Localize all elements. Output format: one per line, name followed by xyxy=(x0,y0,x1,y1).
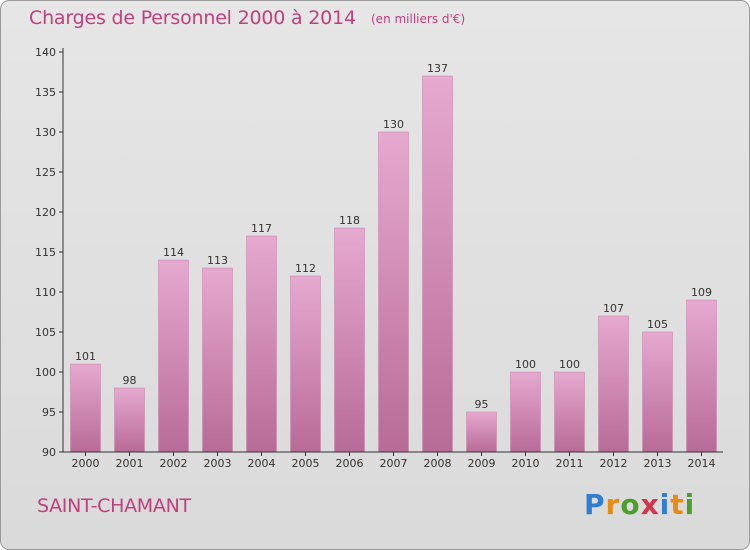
y-tick-label-135: 135 xyxy=(35,86,56,99)
y-tick-label-90: 90 xyxy=(42,446,56,459)
logo-letter: x xyxy=(640,488,660,521)
bar-2011 xyxy=(554,371,585,453)
y-tick-label-120: 120 xyxy=(35,206,56,219)
y-tick-label-100: 100 xyxy=(35,366,56,379)
y-tick-label-140: 140 xyxy=(35,46,56,59)
x-tick-label-2010: 2010 xyxy=(512,457,540,470)
value-label-2010: 100 xyxy=(515,358,536,371)
value-label-2003: 113 xyxy=(207,254,228,267)
value-label-2000: 101 xyxy=(75,350,96,363)
x-tick-label-2014: 2014 xyxy=(688,457,716,470)
y-tick-label-125: 125 xyxy=(35,166,56,179)
y-tick-label-105: 105 xyxy=(35,326,56,339)
x-tick-label-2001: 2001 xyxy=(116,457,144,470)
bar-2012 xyxy=(598,315,629,453)
y-tick-label-130: 130 xyxy=(35,126,56,139)
value-label-2005: 112 xyxy=(295,262,316,275)
x-tick-label-2012: 2012 xyxy=(600,457,628,470)
value-label-2009: 95 xyxy=(475,398,489,411)
value-label-2013: 105 xyxy=(647,318,668,331)
y-tick-label-110: 110 xyxy=(35,286,56,299)
city-name: SAINT-CHAMANT xyxy=(37,495,191,517)
logo-letter: P xyxy=(584,488,606,521)
bars-group: 101 98 114 113 117 112 118 130 137 95 100 100 107 105… xyxy=(70,62,717,453)
x-tick-label-2005: 2005 xyxy=(292,457,320,470)
chart-title: Charges de Personnel 2000 à 2014 xyxy=(29,7,356,29)
value-label-2012: 107 xyxy=(603,302,624,315)
value-label-2001: 98 xyxy=(123,374,137,387)
bar-2013 xyxy=(642,331,673,453)
logo-letter: t xyxy=(670,488,685,521)
y-tick-label-115: 115 xyxy=(35,246,56,259)
x-tick-label-2009: 2009 xyxy=(468,457,496,470)
bar-2009 xyxy=(466,411,497,453)
logo-letter: i xyxy=(684,488,696,521)
value-label-2007: 130 xyxy=(383,118,404,131)
x-tick-label-2003: 2003 xyxy=(204,457,232,470)
value-label-2006: 118 xyxy=(339,214,360,227)
value-label-2008: 137 xyxy=(427,62,448,75)
value-label-2014: 109 xyxy=(691,286,712,299)
bar-2010 xyxy=(510,371,541,453)
x-tick-label-2008: 2008 xyxy=(424,457,452,470)
bar-2014 xyxy=(686,299,717,453)
x-tick-label-2013: 2013 xyxy=(644,457,672,470)
bar-2004 xyxy=(246,235,277,453)
x-tick-label-2004: 2004 xyxy=(248,457,276,470)
proxiti-logo[interactable]: Proxiti xyxy=(584,488,695,521)
x-tick-label-2002: 2002 xyxy=(160,457,188,470)
bar-2007 xyxy=(378,131,409,453)
bar-2002 xyxy=(158,259,189,453)
bar-2008 xyxy=(422,75,453,453)
value-label-2004: 117 xyxy=(251,222,272,235)
bar-2001 xyxy=(114,387,145,453)
x-tick-label-2011: 2011 xyxy=(556,457,584,470)
x-tick-label-2007: 2007 xyxy=(380,457,408,470)
axes-group: 2000 2001 2002 2003 2004 2005 2006 2007 2008 2009… xyxy=(35,46,723,470)
bar-2006 xyxy=(334,227,365,453)
bar-2000 xyxy=(70,363,101,453)
logo-letter: o xyxy=(620,488,641,521)
value-label-2011: 100 xyxy=(559,358,580,371)
logo-letter: i xyxy=(659,488,671,521)
bar-2005 xyxy=(290,275,321,453)
bar-2003 xyxy=(202,267,233,453)
value-label-2002: 114 xyxy=(163,246,184,259)
chart-subtitle: (en milliers d'€) xyxy=(371,12,466,26)
x-tick-label-2000: 2000 xyxy=(72,457,100,470)
y-tick-label-95: 95 xyxy=(42,406,56,419)
logo-letter: r xyxy=(605,488,621,521)
x-tick-label-2006: 2006 xyxy=(336,457,364,470)
